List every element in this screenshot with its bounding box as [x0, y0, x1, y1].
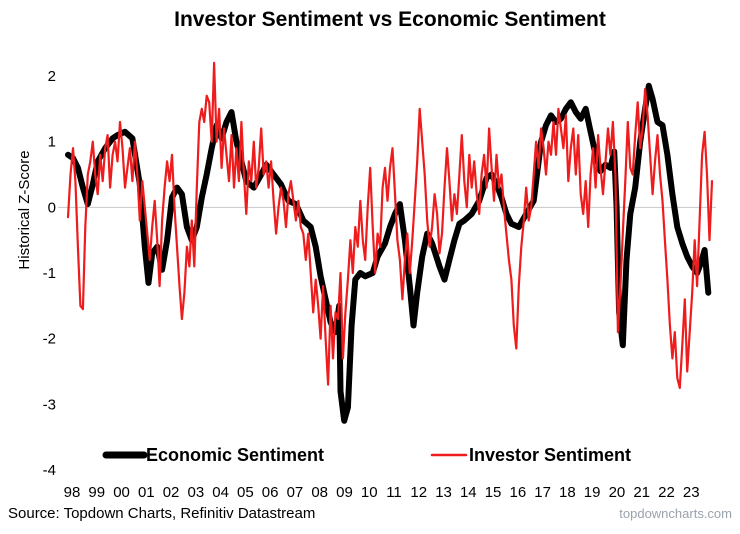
x-tick-label: 22: [658, 484, 675, 501]
x-tick-label: 00: [113, 484, 130, 501]
x-tick-label: 21: [633, 484, 650, 501]
chart-title: Investor Sentiment vs Economic Sentiment: [174, 8, 606, 31]
x-tick-label: 98: [64, 484, 81, 501]
x-tick-label: 14: [460, 484, 477, 501]
y-tick-label: -2: [43, 331, 56, 348]
x-tick-labels: 98 99 00 01 02 03 04 05 06 07 08 09 10 11 12 13 14 15 16 17…: [64, 484, 700, 501]
x-tick-label: 11: [386, 484, 402, 501]
y-axis-label: Historical Z-Score: [16, 150, 33, 269]
y-tick-label: -1: [43, 265, 56, 282]
legend-label: Economic Sentiment: [146, 445, 324, 465]
legend: Economic Sentiment Investor Sentiment: [102, 445, 631, 465]
x-tick-label: 20: [609, 484, 626, 501]
x-tick-label: 02: [163, 484, 180, 501]
x-tick-label: 15: [485, 484, 502, 501]
brand-watermark: topdowncharts.com: [619, 506, 732, 521]
x-tick-label: 05: [237, 484, 254, 501]
x-tick-label: 99: [88, 484, 105, 501]
x-tick-label: 07: [287, 484, 304, 501]
x-tick-label: 03: [188, 484, 205, 501]
y-tick-labels: 2 1 0 -1 -2 -3 -4: [43, 68, 56, 479]
x-tick-label: 01: [138, 484, 155, 501]
x-tick-label: 08: [311, 484, 328, 501]
series-line-investor-sentiment: [66, 61, 714, 389]
series-group: [65, 61, 714, 424]
x-tick-label: 06: [262, 484, 279, 501]
x-tick-label: 18: [559, 484, 576, 501]
y-tick-label: 0: [48, 199, 56, 216]
x-tick-label: 12: [410, 484, 427, 501]
x-tick-label: 04: [212, 484, 229, 501]
y-tick-label: -4: [43, 462, 56, 479]
x-tick-label: 23: [683, 484, 700, 501]
legend-label: Investor Sentiment: [469, 445, 631, 465]
y-tick-label: 2: [48, 68, 56, 85]
y-tick-label: -3: [43, 396, 56, 413]
x-tick-label: 10: [361, 484, 378, 501]
source-note: Source: Topdown Charts, Refinitiv Datast…: [8, 505, 315, 522]
y-tick-label: 1: [48, 134, 56, 151]
x-tick-label: 19: [584, 484, 601, 501]
x-tick-label: 09: [336, 484, 353, 501]
x-tick-label: 13: [435, 484, 452, 501]
x-tick-label: 16: [510, 484, 527, 501]
x-tick-label: 17: [534, 484, 551, 501]
